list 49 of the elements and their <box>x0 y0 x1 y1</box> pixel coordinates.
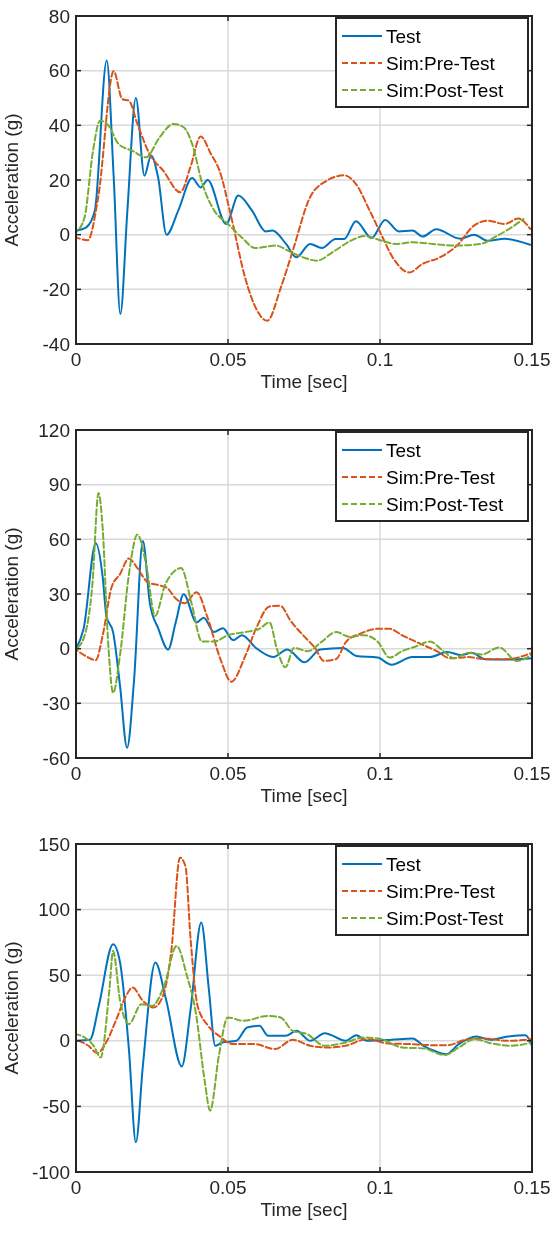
legend-label: Sim:Post-Test <box>386 493 504 515</box>
x-tick-label: 0.15 <box>513 763 551 784</box>
x-tick-label: 0.15 <box>513 1177 551 1198</box>
x-tick-label: 0.05 <box>209 349 247 370</box>
legend-label: Sim:Pre-Test <box>386 52 496 74</box>
x-tick-label: 0.1 <box>366 763 394 784</box>
y-tick-label: 150 <box>38 833 70 855</box>
x-tick-label: 0.05 <box>209 1177 247 1198</box>
y-tick-label: 50 <box>48 964 70 986</box>
line-series <box>75 119 525 262</box>
x-tick-label: 0.1 <box>366 1177 394 1198</box>
line-series <box>75 539 533 749</box>
y-tick-label: 0 <box>59 1030 70 1052</box>
y-tick-label: -100 <box>31 1161 70 1183</box>
line-series <box>75 492 533 694</box>
x-axis-title: Time [sec] <box>260 1199 348 1220</box>
y-tick-label: -20 <box>42 278 70 300</box>
y-tick-label: -30 <box>42 692 70 714</box>
y-tick-label: -60 <box>42 747 70 769</box>
y-tick-label: 100 <box>38 899 70 921</box>
y-tick-label: 30 <box>48 583 70 605</box>
y-axis-title: Acceleration (g) <box>1 941 22 1075</box>
x-tick-label: 0.05 <box>209 763 247 784</box>
legend-label: Sim:Pre-Test <box>386 880 496 902</box>
y-tick-label: 90 <box>48 474 70 496</box>
line-series <box>75 557 533 683</box>
line-series <box>75 944 533 1112</box>
y-tick-label: 60 <box>48 528 70 550</box>
y-tick-label: 40 <box>48 114 70 136</box>
y-tick-label: 0 <box>59 224 70 246</box>
y-tick-label: 60 <box>48 60 70 82</box>
y-tick-label: 20 <box>48 169 70 191</box>
x-axis-title: Time [sec] <box>260 785 348 806</box>
legend-label: Sim:Post-Test <box>386 79 504 101</box>
y-tick-label: 120 <box>38 419 70 441</box>
y-tick-label: -50 <box>42 1096 70 1118</box>
y-tick-label: 0 <box>59 638 70 660</box>
y-axis-title: Acceleration (g) <box>1 527 22 661</box>
legend-label: Test <box>386 25 422 47</box>
legend-label: Sim:Post-Test <box>386 907 504 929</box>
x-axis-title: Time [sec] <box>260 371 348 392</box>
x-tick-label: 0.15 <box>513 349 551 370</box>
legend-label: Test <box>386 853 422 875</box>
y-axis-title: Acceleration (g) <box>1 113 22 247</box>
legend-label: Test <box>386 439 422 461</box>
x-tick-label: 0.1 <box>366 349 394 370</box>
legend-label: Sim:Pre-Test <box>386 466 496 488</box>
y-tick-label: 80 <box>48 5 70 27</box>
y-tick-label: -40 <box>42 333 70 355</box>
